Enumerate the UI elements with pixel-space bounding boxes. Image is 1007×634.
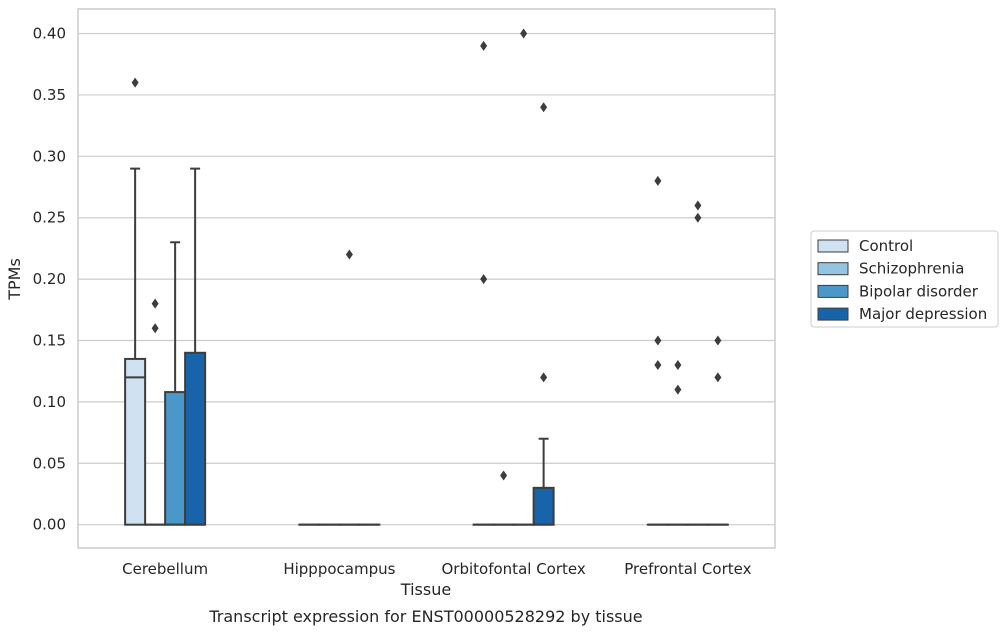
outlier-point <box>714 372 722 383</box>
series-major-depression <box>184 102 729 526</box>
y-tick-label: 0.20 <box>33 270 66 288</box>
legend-swatch <box>817 239 849 253</box>
legend: Control Schizophrenia Bipolar disorder Majo… <box>810 230 999 328</box>
outlier-point <box>654 360 662 371</box>
legend-label: Schizophrenia <box>859 260 964 278</box>
x-tick-label: Orbitofontal Cortex <box>442 560 586 578</box>
outlier-point <box>694 200 702 211</box>
y-axis-ticks: 0.00 0.05 0.10 0.15 0.20 0.25 0.30 0.35 0.40 <box>33 25 66 534</box>
y-tick-label: 0.00 <box>33 516 66 534</box>
box <box>184 351 207 526</box>
outlier-point <box>480 274 488 285</box>
outlier-point <box>345 249 353 260</box>
y-tick-label: 0.10 <box>33 393 66 411</box>
y-tick-label: 0.05 <box>33 454 66 472</box>
x-axis-ticks: Cerebellum Hipppocampus Orbitofontal Corte… <box>122 560 751 578</box>
outlier-point <box>520 28 528 39</box>
series-bipolar-disorder <box>164 28 709 526</box>
y-tick-label: 0.35 <box>33 86 66 104</box>
box-series <box>124 28 729 526</box>
outlier-point <box>500 470 508 481</box>
outlier-point <box>674 360 682 371</box>
outlier-point <box>654 175 662 186</box>
legend-swatch <box>817 284 849 298</box>
series-control <box>124 40 669 526</box>
legend-label: Control <box>859 237 913 255</box>
chart-caption: Transcript expression for ENST0000052829… <box>208 607 642 626</box>
legend-swatch <box>817 307 849 321</box>
y-tick-label: 0.30 <box>33 147 66 165</box>
x-axis-label: Tissue <box>400 580 451 599</box>
outlier-point <box>151 323 159 334</box>
plot-frame <box>77 8 776 549</box>
y-axis-label: TPMs <box>5 258 24 301</box>
outlier-point <box>674 384 682 395</box>
outlier-point <box>714 335 722 346</box>
legend-label: Major depression <box>859 305 987 323</box>
y-tick-label: 0.40 <box>33 25 66 43</box>
outlier-point <box>131 77 139 88</box>
x-tick-label: Hipppocampus <box>283 560 395 578</box>
outlier-point <box>654 335 662 346</box>
outlier-point <box>694 212 702 223</box>
box <box>532 486 555 526</box>
outlier-point <box>151 298 159 309</box>
outlier-point <box>540 372 548 383</box>
legend-label: Bipolar disorder <box>859 282 979 300</box>
y-tick-label: 0.15 <box>33 332 66 350</box>
box <box>124 357 147 526</box>
box <box>164 391 187 526</box>
series-schizophrenia <box>144 298 689 526</box>
y-tick-label: 0.25 <box>33 209 66 227</box>
x-tick-label: Prefrontal Cortex <box>624 560 751 578</box>
x-tick-label: Cerebellum <box>122 560 208 578</box>
outlier-point <box>540 102 548 113</box>
legend-swatch <box>817 262 849 276</box>
outlier-point <box>480 40 488 51</box>
legend-frame <box>810 230 999 328</box>
